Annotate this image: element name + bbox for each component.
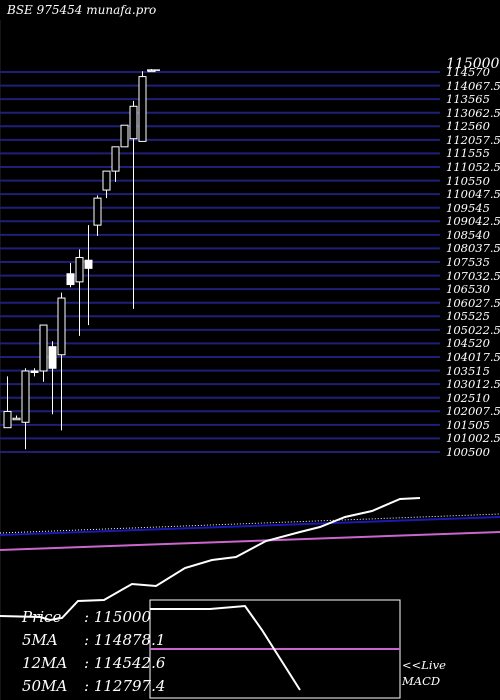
- price-tick-label: 100500: [446, 445, 490, 459]
- candle-body: [75, 257, 84, 283]
- price-tick-label: 109042.5: [446, 214, 500, 229]
- candle-body: [30, 370, 39, 373]
- candle-body: [138, 76, 147, 142]
- candle-body: [120, 124, 129, 148]
- stat-label: 12MA: [22, 654, 68, 672]
- macd-live-label: <<Live: [402, 658, 446, 672]
- price-tick-label: 113565: [446, 92, 490, 107]
- price-tick-label: 101002.5: [446, 431, 500, 446]
- stat-label: 5MA: [22, 631, 58, 649]
- moving-average-stats: Price : 115000 5MA : 114878.1 12MA : 114…: [22, 606, 165, 698]
- stat-value: : 112797.4: [84, 677, 166, 695]
- stat-label: Price: [22, 608, 62, 626]
- price-tick-label: 110550: [446, 173, 490, 188]
- price-tick-label: 110047.5: [446, 187, 500, 202]
- candle-body: [12, 417, 21, 421]
- candle-body: [66, 273, 75, 286]
- price-tick-label: 112560: [446, 119, 490, 134]
- candle-body: [39, 324, 48, 372]
- price-tick-label: 111555: [446, 146, 490, 161]
- price-tick-label: 104017.5: [446, 350, 500, 364]
- macd-label: <<Live MACD: [402, 657, 446, 689]
- candle-body: [102, 170, 111, 191]
- price-tick-label: 108037.5: [446, 241, 500, 256]
- candle-body: [84, 259, 93, 269]
- price-tick-label: 105525: [446, 309, 490, 324]
- candle-body: [3, 410, 12, 429]
- stat-value: : 114542.6: [84, 654, 166, 672]
- price-top-label: 115000: [446, 56, 500, 72]
- candle-body: [57, 297, 66, 356]
- price-tick-label: 102510: [446, 390, 490, 405]
- price-tick-label: 104520: [446, 336, 490, 351]
- chart-title: BSE 975454 munafa.pro: [7, 3, 157, 17]
- stat-label: 50MA: [22, 677, 68, 695]
- price-tick-label: 114067.5: [446, 78, 500, 93]
- price-tick-label: 109545: [446, 200, 490, 215]
- candle-body: [21, 370, 30, 423]
- price-tick-label: 108540: [446, 227, 490, 242]
- price-tick-label: 113062.5: [446, 105, 500, 120]
- price-tick-label: 106530: [446, 282, 490, 297]
- candle-body: [129, 105, 138, 140]
- stat-value: : 115000: [84, 608, 152, 626]
- stat-50ma: 50MA : 112797.4: [22, 675, 165, 698]
- price-tick-label: 101505: [446, 417, 490, 432]
- stat-5ma: 5MA : 114878.1: [22, 629, 165, 652]
- price-tick-label: 106027.5: [446, 295, 500, 310]
- ma-line-dotted: [0, 513, 500, 534]
- price-tick-label: 112057.5: [446, 132, 500, 147]
- stat-12ma: 12MA : 114542.6: [22, 652, 165, 675]
- price-tick-label: 107032.5: [446, 268, 500, 283]
- candle-body: [111, 146, 120, 172]
- price-tick-label: 105022.5: [446, 322, 500, 337]
- stat-value: : 114878.1: [84, 631, 166, 649]
- price-tick-label: 114570: [446, 65, 490, 79]
- price-tick-label: 111052.5: [446, 160, 500, 174]
- ma-line-blue: [0, 516, 500, 536]
- ma-line-pink: [0, 531, 500, 551]
- stat-price: Price : 115000: [22, 606, 165, 629]
- price-tick-label: 103012.5: [446, 377, 500, 392]
- candle-body: [93, 197, 102, 226]
- price-tick-label: 103515: [446, 363, 490, 378]
- momentum-line: [0, 497, 421, 622]
- candle-body: [48, 346, 57, 369]
- macd-title-label: MACD: [402, 674, 441, 688]
- price-tick-label: 102007.5: [446, 404, 500, 419]
- price-tick-label: 107535: [446, 255, 490, 269]
- macd-line: [150, 604, 301, 691]
